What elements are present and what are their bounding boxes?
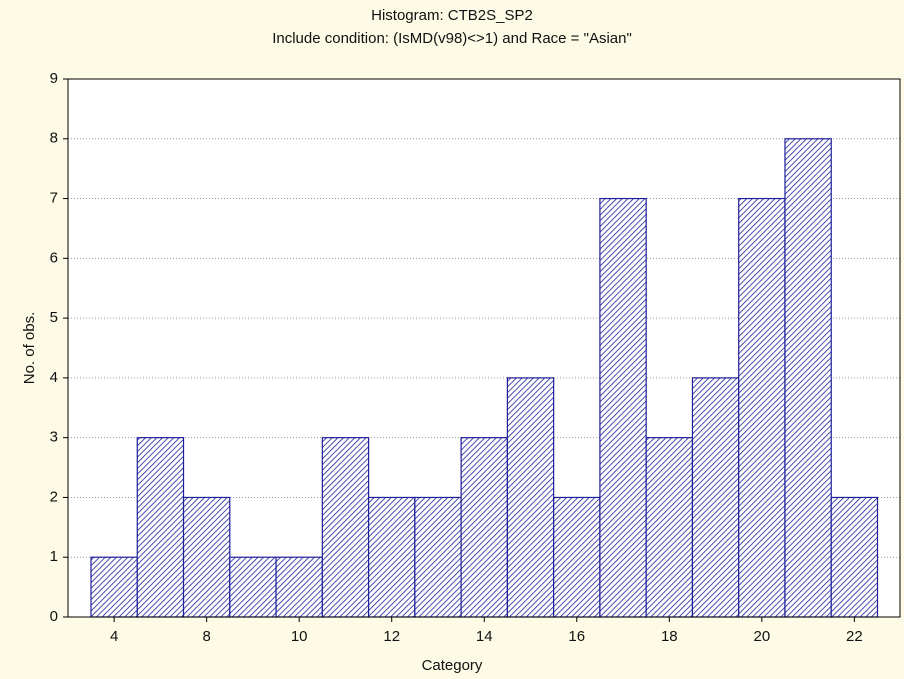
bar [830,496,879,618]
chart-subtitle: Include condition: (IsMD(v98)<>1) and Ra… [272,30,632,47]
y-tick-label: 0 [50,608,58,625]
x-tick-label: 8 [202,628,210,645]
chart-title: Histogram: CTB2S_SP2 [371,7,533,24]
bar [738,197,786,618]
bar [784,138,832,618]
bar [506,377,555,618]
bar [275,556,323,618]
y-axis-label: No. of obs. [21,312,38,385]
bar [229,556,277,618]
x-tick-label: 4 [110,628,118,645]
y-tick-label: 9 [50,70,58,87]
x-tick-label: 12 [383,628,400,645]
bar [90,556,138,618]
bar [460,437,508,618]
y-tick-label: 3 [50,429,58,446]
x-tick-label: 16 [568,628,585,645]
bar [553,496,601,618]
x-axis-label: Category [422,657,483,674]
y-tick-label: 5 [50,309,58,326]
y-tick-label: 7 [50,190,58,207]
bar [599,197,647,618]
bar [414,496,462,618]
x-tick-label: 22 [846,628,863,645]
bar [321,437,370,618]
bar [691,377,740,618]
x-tick-label: 10 [291,628,308,645]
y-tick-label: 2 [50,488,58,505]
plot-frame [67,78,901,618]
bar [367,496,416,618]
bar [136,437,185,618]
y-tick-label: 4 [50,369,58,386]
bar [645,437,694,618]
y-tick-label: 8 [50,130,58,147]
x-tick-label: 18 [661,628,678,645]
bar [182,496,231,618]
y-tick-label: 1 [50,548,58,565]
x-tick-label: 20 [753,628,770,645]
y-tick-label: 6 [50,249,58,266]
x-tick-label: 14 [476,628,493,645]
